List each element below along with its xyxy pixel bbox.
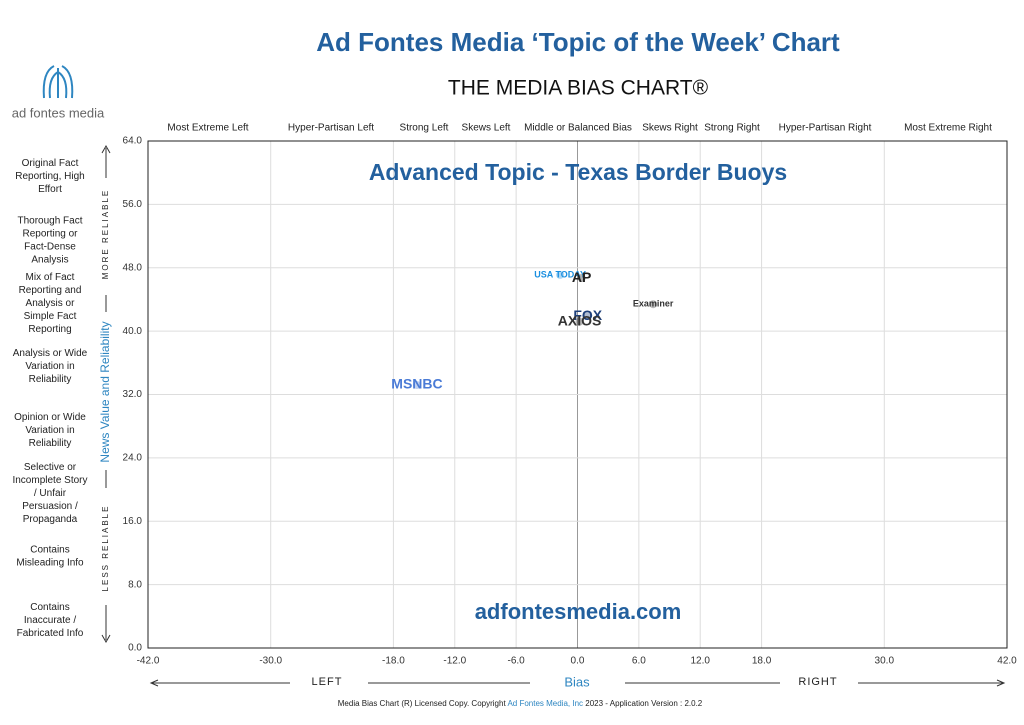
logo-dot: [556, 270, 565, 279]
reliability-row-label: Thorough Fact Reporting or Fact-Dense Analy…: [17, 215, 82, 265]
brand: ad fontes media: [12, 105, 105, 120]
x-right-note: RIGHT: [798, 676, 837, 688]
source-logo: Examiner: [633, 299, 674, 309]
source-name: FOX: [573, 307, 602, 323]
source-name: Examiner: [633, 299, 674, 309]
y-tick-label: 56.0: [123, 199, 143, 210]
watermark: adfontesmedia.com: [475, 599, 682, 624]
y-tick-label: 48.0: [123, 262, 143, 273]
source-logo: AXIOS: [558, 312, 602, 328]
logo-dot: [575, 317, 584, 326]
y-bottom-note: LESS RELIABLE: [101, 505, 110, 592]
y-top-note: MORE RELIABLE: [101, 189, 110, 279]
logo-dot: [577, 274, 586, 283]
footer-link[interactable]: Ad Fontes Media, Inc: [507, 699, 583, 708]
y-axis-label: News Value and Reliability: [98, 321, 112, 462]
reliability-row-label: Analysis or Wide Variation in Reliability: [13, 348, 88, 385]
logo-dot: [583, 312, 592, 321]
x-arrows: [149, 679, 1006, 687]
subtitle: THE MEDIA BIAS CHART®: [448, 77, 709, 100]
y-tick-label: 32.0: [123, 389, 143, 400]
bias-column-label: Most Extreme Right: [904, 123, 992, 134]
reliability-row-label: Contains Inaccurate / Fabricated Info: [17, 602, 84, 639]
source-name: MSNBC: [391, 376, 442, 392]
reliability-row-label: Mix of Fact Reporting and Analysis or Simpl…: [19, 272, 82, 335]
reliability-row-label: Contains Misleading Info: [16, 544, 84, 568]
x-tick-label: 18.0: [752, 656, 772, 667]
x-axis-label: Bias: [564, 674, 590, 689]
x-tick-label: -42.0: [137, 656, 160, 667]
bias-column-label: Strong Right: [704, 123, 760, 134]
x-tick-label: -12.0: [443, 656, 466, 667]
x-tick-label: 30.0: [875, 656, 895, 667]
bias-column-label: Most Extreme Left: [167, 123, 248, 134]
source-name: AXIOS: [558, 312, 602, 328]
x-left-note: LEFT: [312, 676, 343, 688]
grid: [147, 140, 1008, 649]
source-logo: AP: [572, 269, 591, 285]
x-tick-label: 6.0: [632, 656, 646, 667]
x-tick-label: 0.0: [571, 656, 585, 667]
y-tick-label: 0.0: [128, 643, 142, 654]
reliability-row-label: Selective or Incomplete Story / Unfair Pers…: [12, 462, 87, 525]
bias-column-label: Hyper-Partisan Right: [779, 123, 872, 134]
y-tick-label: 8.0: [128, 579, 142, 590]
footer-text: 2023 - Application Version : 2.0.2: [585, 699, 703, 708]
x-tick-label: -18.0: [382, 656, 405, 667]
logo-dot: [412, 380, 421, 389]
footer-text: Media Bias Chart (R) Licensed Copy. Copy…: [338, 699, 507, 708]
bias-column-label: Middle or Balanced Bias: [524, 123, 632, 134]
plot-frame: [147, 140, 1008, 649]
source-name: AP: [572, 269, 591, 285]
source-logo: USA TODAY: [534, 269, 586, 279]
x-tick-label: -30.0: [259, 656, 282, 667]
source-logo: MSNBC: [391, 376, 442, 392]
bias-column-label: Skews Left: [462, 123, 511, 134]
chart-title: Advanced Topic - Texas Border Buoys: [369, 159, 787, 185]
y-tick-label: 40.0: [123, 326, 143, 337]
source-name: USA TODAY: [534, 269, 586, 279]
y-tick-label: 64.0: [123, 136, 143, 147]
x-tick-label: 42.0: [997, 656, 1017, 667]
y-arrows: [101, 144, 111, 644]
bias-column-label: Hyper-Partisan Left: [288, 123, 374, 134]
x-tick-label: -6.0: [508, 656, 526, 667]
footer: Media Bias Chart (R) Licensed Copy. Copy…: [338, 699, 703, 708]
logo-dot: [649, 300, 658, 309]
reliability-row-label: Opinion or Wide Variation in Reliability: [14, 412, 86, 449]
y-tick-label: 24.0: [123, 453, 143, 464]
y-tick-label: 16.0: [123, 516, 143, 527]
source-logo: FOX: [573, 307, 602, 323]
brand-icon: [42, 65, 74, 99]
title: Ad Fontes Media ‘Topic of the Week’ Char…: [316, 27, 840, 57]
reliability-row-label: Original Fact Reporting, High Effort: [15, 158, 84, 195]
x-tick-label: 12.0: [690, 656, 710, 667]
bias-column-label: Skews Right: [642, 123, 698, 134]
bias-column-label: Strong Left: [400, 123, 449, 134]
